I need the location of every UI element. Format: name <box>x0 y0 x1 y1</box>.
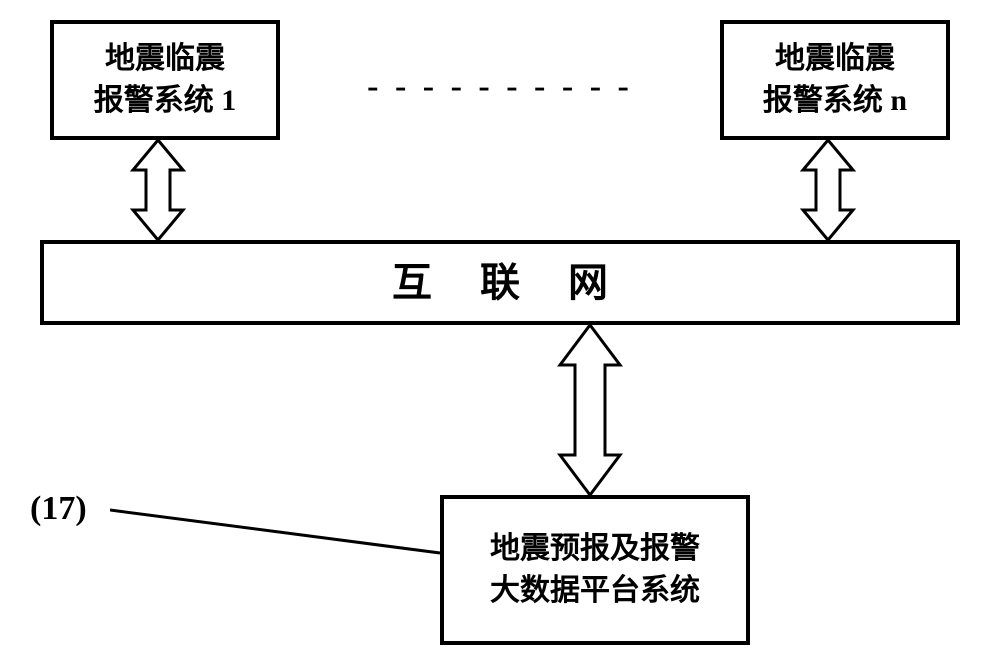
annotation-17-leader <box>110 505 450 565</box>
node-platform: 地震预报及报警大数据平台系统 <box>440 495 750 645</box>
node-internet-label: 互联网 <box>392 255 656 311</box>
node-platform-label: 地震预报及报警大数据平台系统 <box>490 528 700 612</box>
node-alarm-system-1-label: 地震临震报警系统 1 <box>94 38 237 122</box>
ellipsis-dashes: - - - - - - - - - - <box>310 68 690 106</box>
arrow-alarm1-internet <box>128 140 188 240</box>
arrow-internet-platform <box>555 325 625 495</box>
arrow-alarmn-internet <box>798 140 858 240</box>
node-alarm-system-1: 地震临震报警系统 1 <box>50 20 280 140</box>
node-alarm-system-n-label: 地震临震报警系统 n <box>763 38 907 122</box>
annotation-17-label: (17) <box>30 490 87 528</box>
node-internet: 互联网 <box>40 240 960 325</box>
node-alarm-system-n: 地震临震报警系统 n <box>720 20 950 140</box>
